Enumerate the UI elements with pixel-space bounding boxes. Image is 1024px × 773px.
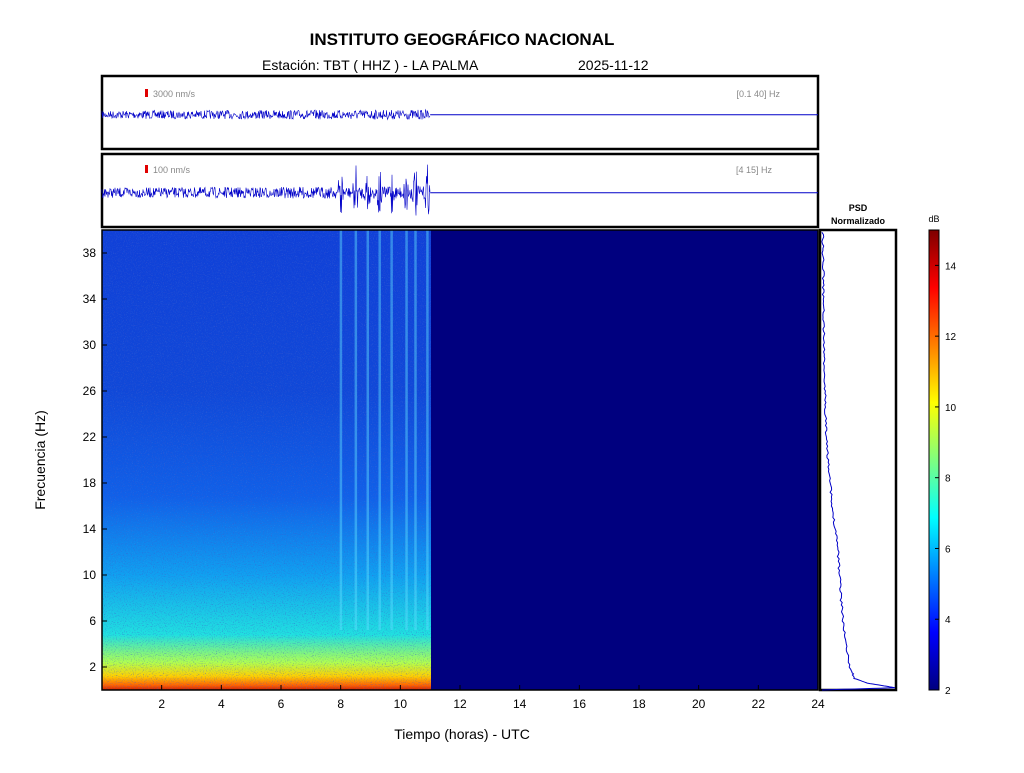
band-label: [4 15] Hz	[736, 165, 773, 175]
spectrogram-panel: 2 4 6 8 10 12 14 16 18 20 22 24 261014182226303438 …	[32, 229, 825, 742]
seismogram-broadband-panel: 3000 nm/s [0.1 40] Hz	[100, 74, 820, 151]
scale-label: 100 nm/s	[153, 165, 191, 175]
scale-bar	[145, 89, 148, 97]
event-line	[366, 230, 370, 630]
scale-bar	[145, 165, 148, 173]
x-tick-label: 12	[453, 697, 467, 711]
x-tick-label: 10	[394, 697, 408, 711]
psd-curve	[821, 232, 896, 691]
noise-speckle	[102, 230, 431, 690]
y-tick-label: 30	[83, 338, 97, 352]
y-tick-label: 22	[83, 430, 97, 444]
station-label: Estación: TBT ( HHZ ) - LA PALMA	[262, 57, 479, 73]
event-line	[426, 230, 429, 630]
colorbar: dB 2 4 6 8 10 12 14	[928, 214, 956, 697]
y-tick-label: 10	[83, 568, 97, 582]
psd-title-line2: Normalizado	[831, 216, 886, 226]
x-tick-label: 16	[573, 697, 587, 711]
colorbar-tick-label: 10	[945, 403, 957, 414]
colorbar-unit: dB	[928, 214, 939, 224]
panel-frame	[100, 152, 820, 229]
x-tick-label: 14	[513, 697, 527, 711]
y-tick-label: 34	[83, 292, 97, 306]
panel-frame	[100, 74, 820, 151]
trace-waveform	[101, 164, 431, 216]
psd-title-line1: PSD	[849, 203, 868, 213]
colorbar-ticks: 2 4 6 8 10 12 14	[935, 261, 957, 697]
psd-panel: PSD Normalizado	[818, 203, 898, 692]
colorbar-tick-label: 8	[945, 474, 951, 485]
x-tick-label: 22	[752, 697, 766, 711]
psd-frame	[818, 228, 898, 692]
trace-group	[101, 164, 818, 216]
y-tick-label: 26	[83, 384, 97, 398]
y-tick-label: 38	[83, 246, 97, 260]
x-axis-label: Tiempo (horas) - UTC	[394, 726, 530, 742]
band-label: [0.1 40] Hz	[736, 89, 780, 99]
x-tick-label: 24	[811, 697, 825, 711]
trace-waveform	[101, 108, 431, 121]
x-tick-label: 18	[632, 697, 646, 711]
colorbar-tick-label: 14	[945, 261, 957, 272]
event-lines	[339, 230, 429, 630]
date-label: 2025-11-12	[578, 57, 649, 73]
event-line	[405, 230, 408, 630]
x-axis: 2 4 6 8 10 12 14 16 18 20 22 24	[158, 685, 825, 711]
y-tick-label: 6	[89, 614, 96, 628]
colorbar-gradient	[928, 229, 940, 691]
colorbar-tick-label: 6	[945, 544, 951, 555]
x-tick-label: 2	[158, 697, 165, 711]
y-axis-label: Frecuencia (Hz)	[32, 410, 48, 510]
trace-group	[101, 108, 818, 121]
colorbar-tick-label: 12	[945, 332, 957, 343]
x-tick-label: 20	[692, 697, 706, 711]
y-tick-label: 18	[83, 476, 97, 490]
colorbar-tick-label: 2	[945, 686, 951, 697]
y-tick-label: 2	[89, 660, 96, 674]
x-tick-label: 4	[218, 697, 225, 711]
event-line	[414, 230, 417, 630]
report-title: INSTITUTO GEOGRÁFICO NACIONAL	[310, 30, 615, 49]
event-line	[354, 230, 358, 630]
seismogram-filtered-panel: 100 nm/s [4 15] Hz	[100, 152, 820, 229]
x-tick-label: 6	[278, 697, 285, 711]
scale-label: 3000 nm/s	[153, 89, 196, 99]
x-tick-label: 8	[337, 697, 344, 711]
colorbar-tick-label: 4	[945, 615, 951, 626]
event-line	[390, 230, 393, 630]
event-line	[339, 230, 343, 630]
event-line	[378, 230, 381, 630]
y-tick-label: 14	[83, 522, 97, 536]
